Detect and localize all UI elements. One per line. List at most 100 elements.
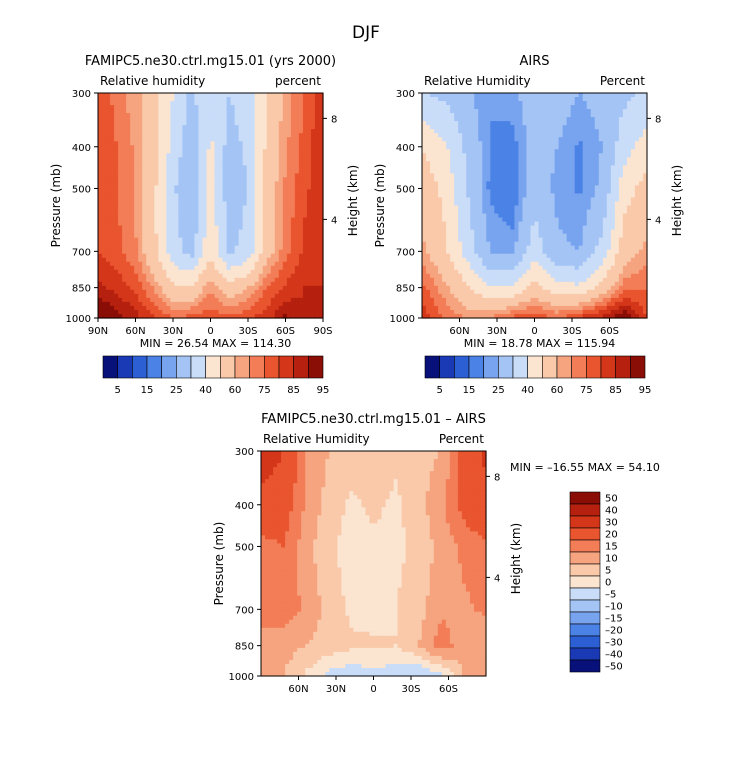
- heatmap-cell: [567, 97, 572, 102]
- heatmap-cell: [571, 97, 576, 102]
- heatmap-cell: [502, 149, 507, 154]
- heatmap-cell: [595, 177, 600, 182]
- heatmap-cell: [166, 145, 171, 150]
- heatmap-cell: [430, 93, 435, 98]
- heatmap-cell: [526, 133, 531, 138]
- heatmap-cell: [422, 133, 427, 138]
- heatmap-cell: [279, 93, 284, 98]
- heatmap-cell: [295, 193, 300, 198]
- heatmap-cell: [559, 141, 564, 146]
- heatmap-cell: [299, 145, 304, 150]
- heatmap-cell: [311, 258, 316, 263]
- heatmap-cell: [543, 189, 548, 194]
- heatmap-cell: [271, 206, 276, 211]
- heatmap-cell: [267, 310, 272, 315]
- heatmap-cell: [627, 117, 632, 122]
- heatmap-cell: [174, 234, 179, 239]
- heatmap-cell: [307, 298, 312, 303]
- heatmap-cell: [639, 93, 644, 98]
- heatmap-cell: [194, 226, 199, 231]
- heatmap-cell: [275, 105, 280, 110]
- heatmap-cell: [255, 270, 260, 275]
- heatmap-cell: [174, 302, 179, 307]
- heatmap-cell: [599, 214, 604, 219]
- heatmap-cell: [287, 201, 292, 206]
- heatmap-cell: [114, 197, 119, 202]
- heatmap-cell: [170, 177, 175, 182]
- heatmap-cell: [631, 210, 636, 215]
- x-tick-label: 60N: [125, 326, 145, 337]
- heatmap-cell: [454, 201, 459, 206]
- heatmap-cell: [202, 161, 207, 166]
- heatmap-cell: [591, 201, 596, 206]
- heatmap-cell: [450, 185, 455, 190]
- heatmap-cell: [126, 133, 131, 138]
- heatmap-cell: [174, 206, 179, 211]
- heatmap-cell: [474, 141, 479, 146]
- heatmap-cell: [635, 165, 640, 170]
- heatmap-cell: [271, 262, 276, 267]
- heatmap-cell: [239, 306, 244, 311]
- heatmap-cell: [206, 214, 211, 219]
- heatmap-cell: [118, 278, 123, 283]
- heatmap-cell: [635, 169, 640, 174]
- heatmap-cell: [315, 109, 320, 114]
- heatmap-cell: [227, 189, 232, 194]
- heatmap-cell: [202, 286, 207, 291]
- heatmap-cell: [619, 193, 624, 198]
- heatmap-cell: [223, 246, 228, 251]
- heatmap-cell: [442, 181, 447, 186]
- heatmap-cell: [235, 270, 240, 275]
- heatmap-cell: [575, 165, 580, 170]
- heatmap-cell: [114, 149, 119, 154]
- heatmap-cell: [458, 129, 463, 134]
- heatmap-cell: [559, 101, 564, 106]
- heatmap-cell: [130, 250, 135, 255]
- heatmap-cell: [122, 230, 127, 235]
- heatmap-cell: [98, 302, 103, 307]
- heatmap-cell: [291, 234, 296, 239]
- heatmap-cell: [130, 145, 135, 150]
- heatmap-cell: [543, 185, 548, 190]
- heatmap-cell: [619, 189, 624, 194]
- heatmap-cell: [247, 201, 252, 206]
- heatmap-cell: [106, 113, 111, 118]
- heatmap-cell: [130, 181, 135, 186]
- heatmap-cell: [559, 125, 564, 130]
- heatmap-cell: [287, 298, 292, 303]
- heatmap-cell: [202, 226, 207, 231]
- heatmap-cell: [130, 262, 135, 267]
- heatmap-cell: [219, 230, 224, 235]
- heatmap-cell: [611, 177, 616, 182]
- heatmap-cell: [142, 246, 147, 251]
- heatmap-cell: [182, 210, 187, 215]
- heatmap-cell: [543, 165, 548, 170]
- heatmap-cell: [251, 218, 256, 223]
- heatmap-cell: [154, 173, 159, 178]
- heatmap-cell: [158, 169, 163, 174]
- heatmap-cell: [186, 169, 191, 174]
- heatmap-cell: [603, 189, 608, 194]
- heatmap-cell: [299, 258, 304, 263]
- heatmap-cell: [611, 193, 616, 198]
- heatmap-cell: [639, 197, 644, 202]
- heatmap-cell: [555, 165, 560, 170]
- chart-title: FAMIPC5.ne30.ctrl.mg15.01 (yrs 2000): [85, 54, 336, 69]
- heatmap-cell: [631, 185, 636, 190]
- heatmap-cell: [98, 210, 103, 215]
- heatmap-cell: [150, 121, 155, 126]
- heatmap-cell: [98, 121, 103, 126]
- heatmap-cell: [263, 226, 268, 231]
- heatmap-cell: [422, 101, 427, 106]
- heatmap-cell: [170, 137, 175, 142]
- heatmap-cell: [202, 189, 207, 194]
- heatmap-cell: [263, 141, 268, 146]
- heatmap-cell: [114, 113, 119, 118]
- heatmap-cell: [454, 101, 459, 106]
- heatmap-cell: [142, 270, 147, 275]
- heatmap-cell: [243, 197, 248, 202]
- heatmap-cell: [506, 201, 511, 206]
- heatmap-cell: [114, 193, 119, 198]
- heatmap-cell: [303, 290, 308, 295]
- heatmap-cell: [287, 286, 292, 291]
